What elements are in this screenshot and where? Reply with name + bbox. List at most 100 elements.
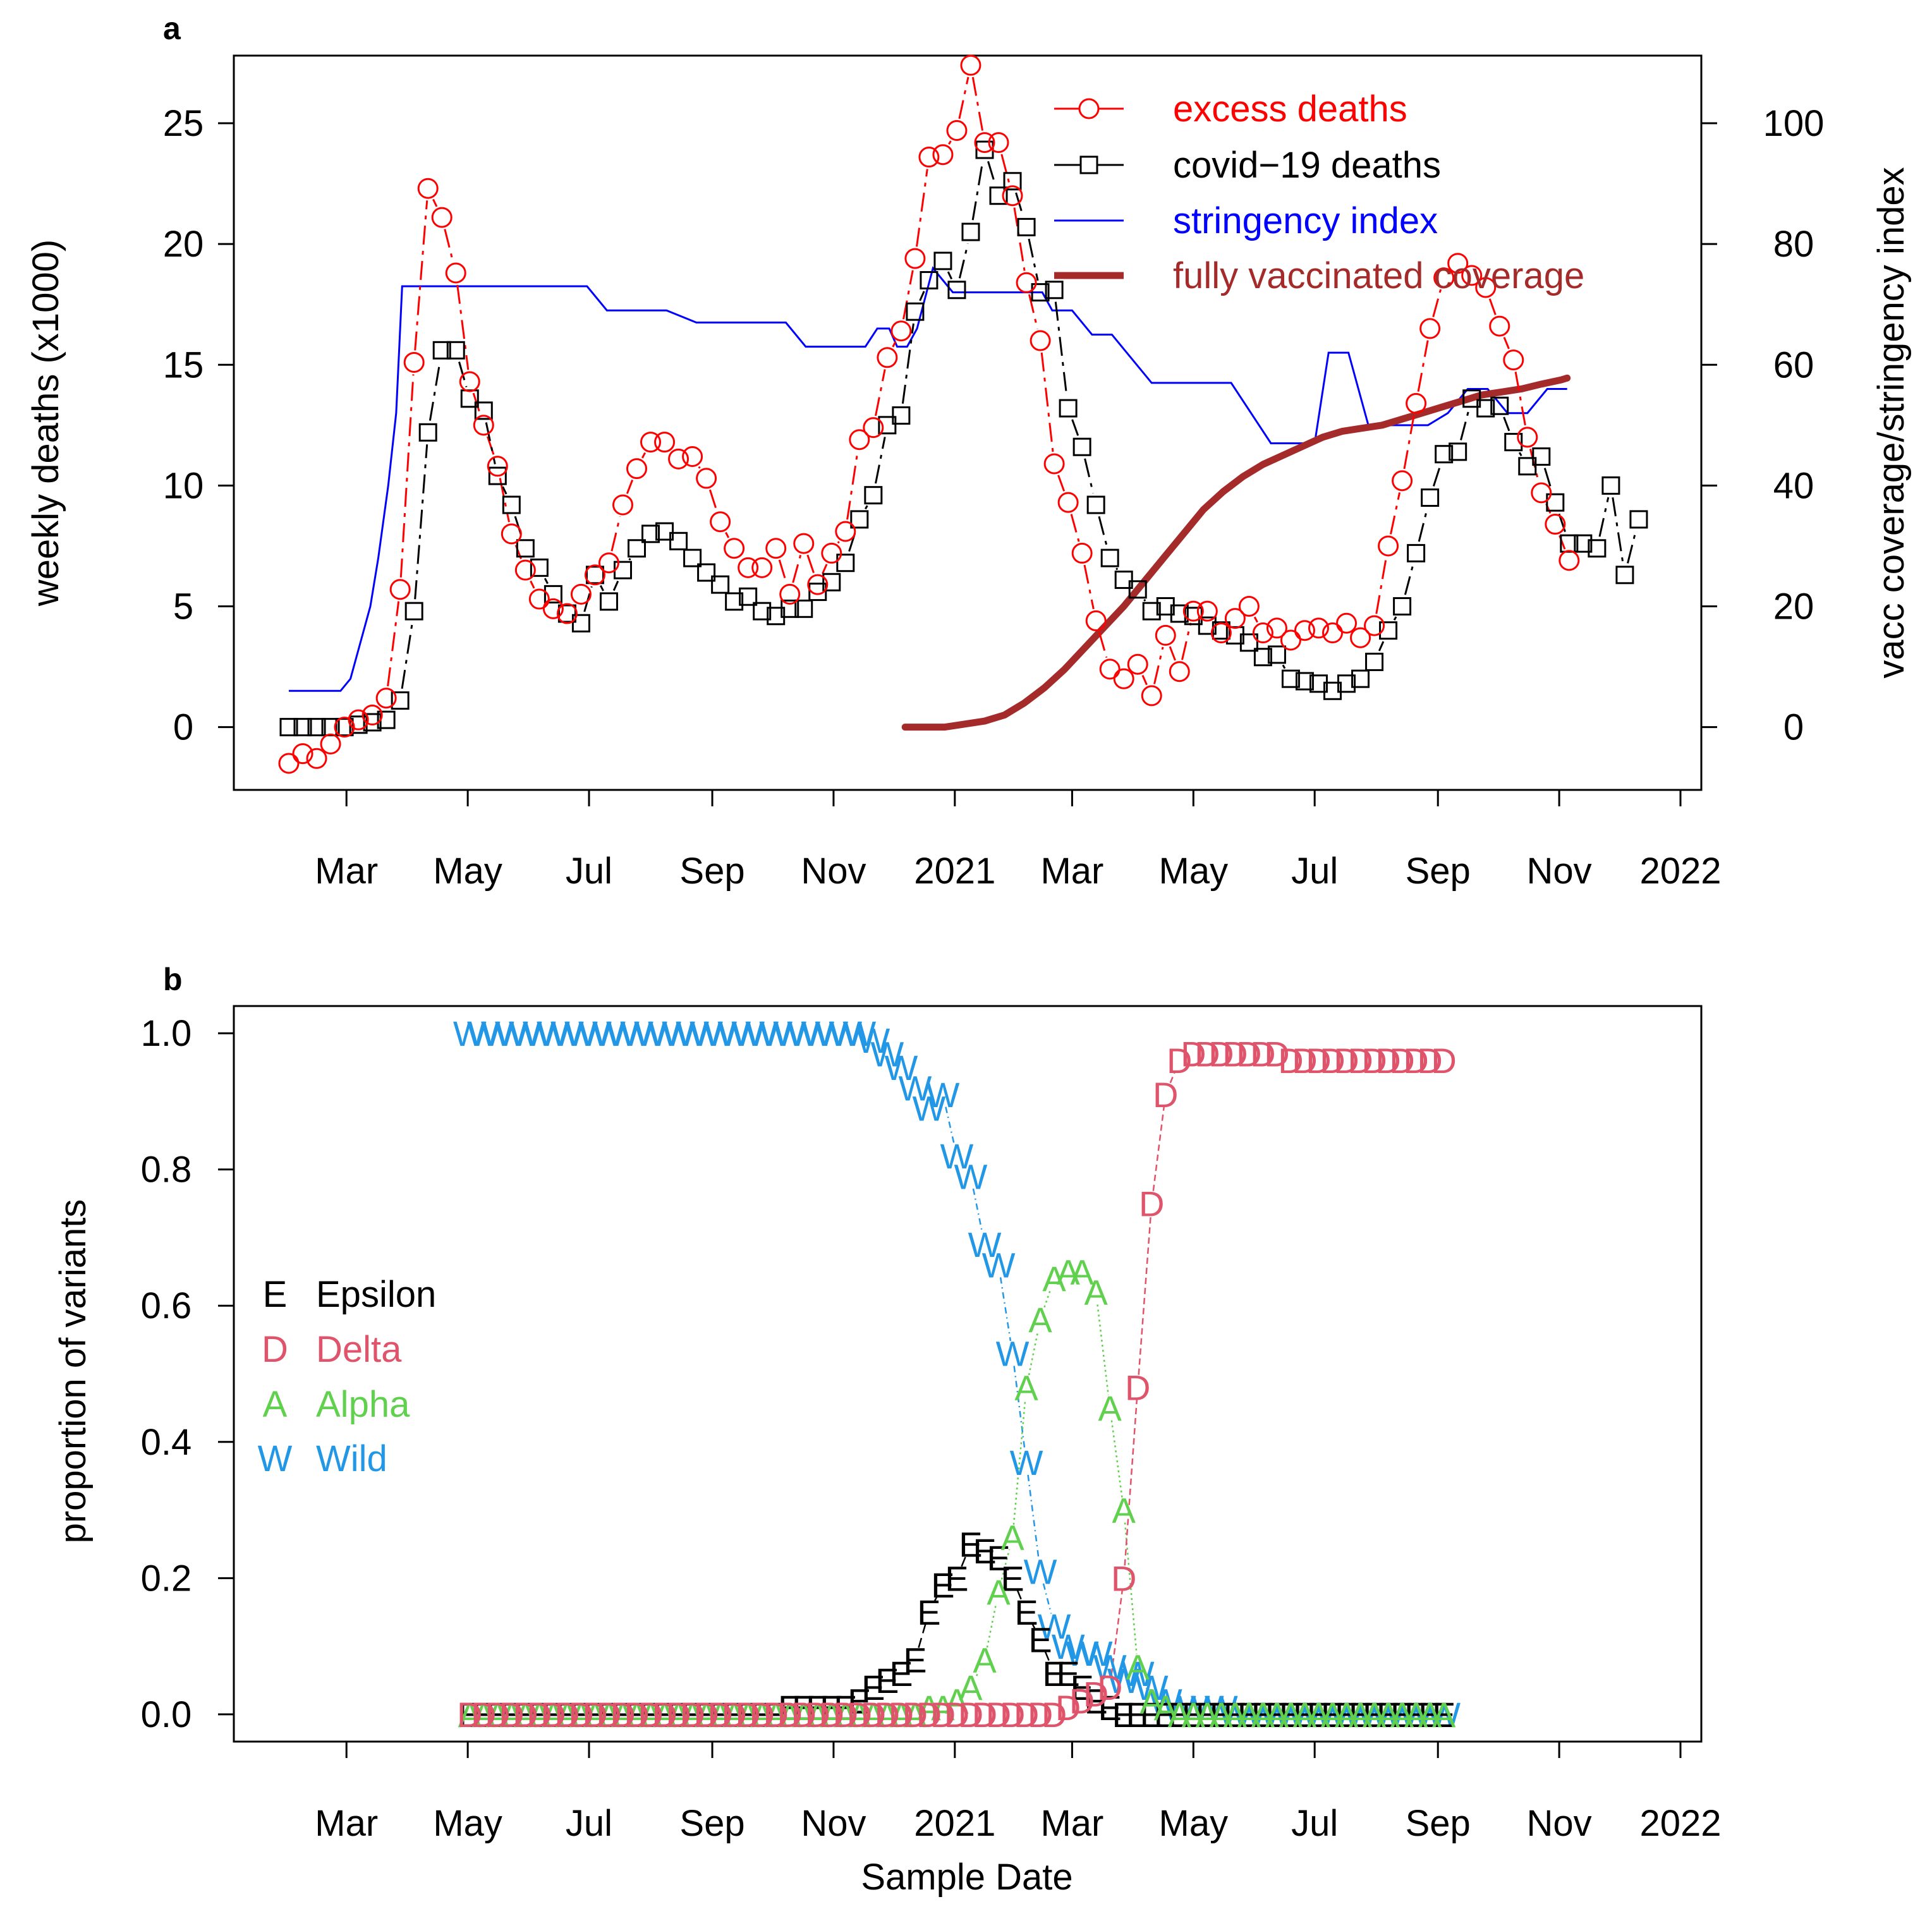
excess-deaths-marker xyxy=(946,119,968,141)
variant-point-wild: W xyxy=(884,1048,918,1088)
variant-point-alpha: A xyxy=(681,1695,705,1735)
variant-point-alpha: A xyxy=(1140,1681,1164,1721)
variant-point-delta: D xyxy=(457,1695,482,1735)
variant-point-alpha: A xyxy=(1070,1252,1094,1292)
variant-point-wild: W xyxy=(634,1014,667,1053)
excess-deaths-marker xyxy=(974,132,995,154)
variant-point-delta: D xyxy=(1097,1668,1122,1707)
variant-point-wild: W xyxy=(1079,1634,1113,1673)
variant-point-wild: W xyxy=(1121,1654,1155,1694)
variant-point-epsilon: E xyxy=(1335,1695,1358,1735)
excess-deaths-marker xyxy=(1517,427,1538,448)
variant-point-delta: D xyxy=(1361,1041,1387,1081)
variant-point-delta: D xyxy=(1292,1041,1317,1081)
variant-point-wild: W xyxy=(968,1225,1002,1264)
variant-point-alpha: A xyxy=(625,1695,649,1735)
variant-point-alpha: A xyxy=(1112,1491,1136,1531)
covid-deaths-marker xyxy=(822,573,841,591)
variant-point-delta: D xyxy=(1028,1695,1053,1735)
covid-deaths-marker xyxy=(557,604,576,623)
excess-deaths-marker xyxy=(807,574,829,595)
excess-deaths-marker xyxy=(389,579,411,600)
variant-point-delta: D xyxy=(1347,1041,1373,1081)
excess-deaths-marker xyxy=(863,417,884,439)
excess-deaths-marker xyxy=(1224,608,1246,629)
variant-point-delta: D xyxy=(749,1695,774,1735)
covid-deaths-marker xyxy=(418,423,437,442)
variant-point-epsilon: E xyxy=(1376,1695,1400,1735)
variant-point-epsilon: E xyxy=(1237,1695,1261,1735)
variant-point-wild: W xyxy=(927,1075,960,1115)
variant-point-wild: W xyxy=(759,1014,793,1053)
variant-point-epsilon: E xyxy=(1251,1695,1275,1735)
excess-deaths-marker xyxy=(960,54,981,76)
x-tick-label: Jul xyxy=(1291,851,1338,892)
x-tick-label: Nov xyxy=(801,1803,866,1844)
x-tick-label: Nov xyxy=(801,851,866,892)
variant-point-wild: W xyxy=(467,1014,501,1053)
covid-deaths-marker xyxy=(279,718,298,737)
y-tick-label: 15 xyxy=(163,344,204,385)
variant-point-alpha: A xyxy=(1084,1273,1108,1313)
variant-point-delta: D xyxy=(777,1695,802,1735)
covid-deaths-marker xyxy=(739,587,758,606)
excess-deaths-marker xyxy=(1308,617,1329,639)
covid-deaths-marker xyxy=(1031,283,1050,302)
variant-point-delta: D xyxy=(693,1695,719,1735)
variant-point-delta: D xyxy=(1278,1041,1303,1081)
variant-point-epsilon: E xyxy=(514,1695,537,1735)
variant-point-epsilon: E xyxy=(834,1688,857,1728)
variant-point-alpha: A xyxy=(1307,1695,1331,1735)
excess-deaths-marker xyxy=(877,347,898,368)
variant-connector-delta xyxy=(1110,1072,1176,1675)
variant-point-wild: W xyxy=(1149,1681,1182,1721)
x-tick-label: Jul xyxy=(566,1803,612,1844)
variant-point-epsilon: E xyxy=(1112,1695,1136,1735)
excess-deaths-marker xyxy=(1364,615,1385,636)
variant-point-wild: W xyxy=(648,1014,681,1053)
panel-a-y2label: vacc coverage/stringency index xyxy=(1871,167,1912,678)
excess-deaths-marker xyxy=(1419,318,1441,339)
variant-point-alpha: A xyxy=(834,1695,858,1735)
variant-point-delta: D xyxy=(805,1695,830,1735)
variant-point-wild: W xyxy=(1038,1606,1071,1646)
variant-point-epsilon: E xyxy=(973,1531,996,1571)
covid-deaths-marker xyxy=(641,524,660,543)
covid-deaths-marker xyxy=(1323,681,1342,700)
excess-deaths-marker xyxy=(1461,265,1483,286)
variant-point-alpha: A xyxy=(917,1688,941,1728)
x-tick-label: 2022 xyxy=(1639,851,1721,892)
variant-point-alpha: A xyxy=(1432,1695,1456,1735)
variant-point-epsilon: E xyxy=(542,1695,565,1735)
excess-deaths-marker xyxy=(612,494,633,516)
legend-symbol: W xyxy=(258,1438,293,1479)
y2-tick-label: 80 xyxy=(1773,224,1814,265)
variant-point-alpha: A xyxy=(514,1695,538,1735)
excess-deaths-marker xyxy=(696,468,717,489)
legend-symbol: A xyxy=(263,1384,288,1425)
variant-point-alpha: A xyxy=(486,1695,510,1735)
excess-deaths-marker xyxy=(473,415,494,436)
variant-point-delta: D xyxy=(1389,1041,1414,1081)
y-tick-label: 25 xyxy=(163,103,204,144)
variant-point-delta: D xyxy=(1208,1034,1234,1074)
legend-label: Alpha xyxy=(316,1384,410,1425)
variant-point-alpha: A xyxy=(639,1695,663,1735)
excess-deaths-marker xyxy=(668,448,690,470)
variant-point-delta: D xyxy=(513,1695,538,1735)
excess-deaths-marker xyxy=(445,262,466,284)
variant-point-epsilon: E xyxy=(1279,1695,1303,1735)
legend-label: excess deaths xyxy=(1173,88,1407,130)
variant-point-delta: D xyxy=(791,1695,817,1735)
y2-tick-label: 40 xyxy=(1773,465,1814,506)
variant-point-epsilon: E xyxy=(1168,1695,1191,1735)
covid-deaths-marker xyxy=(1309,674,1328,693)
variant-point-alpha: A xyxy=(1279,1695,1303,1735)
panel-a-ylabel: weekly deaths (x1000) xyxy=(25,240,66,607)
variant-point-alpha: A xyxy=(1182,1695,1206,1735)
variant-point-delta: D xyxy=(833,1695,858,1735)
variant-point-delta: D xyxy=(1083,1675,1109,1714)
variant-point-wild: W xyxy=(996,1334,1030,1374)
covid-deaths-marker xyxy=(516,539,535,558)
variant-point-delta: D xyxy=(1000,1695,1025,1735)
